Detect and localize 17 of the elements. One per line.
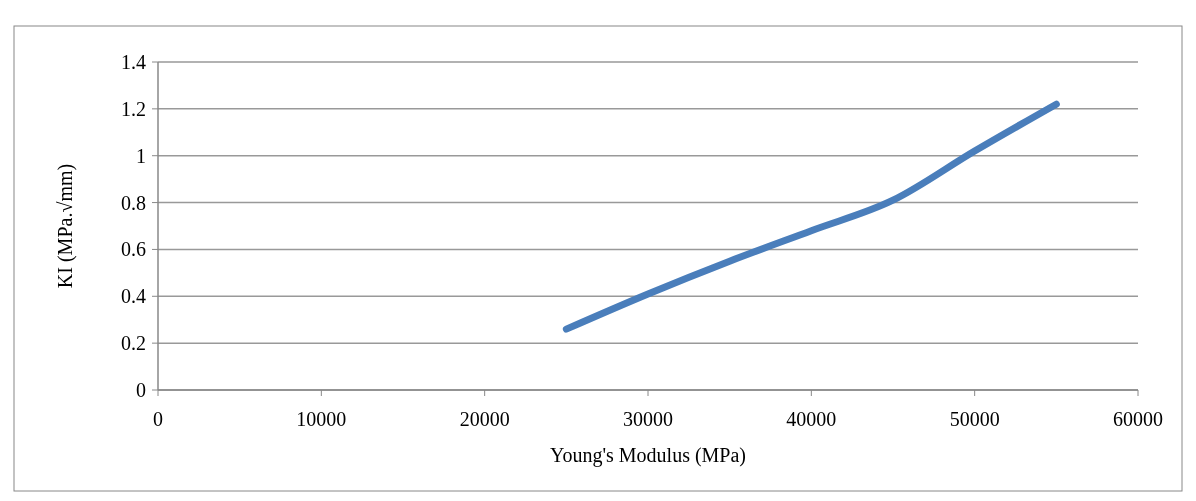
- x-tick-label: 10000: [296, 408, 347, 430]
- x-tick-label: 40000: [786, 408, 837, 430]
- x-axis-title: Young's Modulus (MPa): [549, 444, 747, 467]
- x-tick-label: 50000: [949, 408, 1000, 430]
- y-tick-label: 1: [136, 144, 146, 167]
- y-tick-label: 0.6: [121, 238, 146, 261]
- x-tick-label: 60000: [1113, 408, 1163, 430]
- y-tick-label: 1.2: [121, 97, 146, 120]
- y-axis-title: KI (MPa.√mm): [54, 163, 77, 289]
- y-tick-label: 0: [136, 379, 146, 401]
- y-tick-label: 0.8: [121, 191, 146, 214]
- y-tick-label: 0.4: [121, 285, 146, 308]
- y-tick-label: 1.4: [121, 51, 146, 73]
- x-tick-label: 0: [153, 408, 163, 430]
- x-tick-label: 20000: [459, 408, 510, 430]
- y-tick-label: 0.2: [121, 332, 146, 355]
- x-tick-label: 30000: [623, 408, 673, 430]
